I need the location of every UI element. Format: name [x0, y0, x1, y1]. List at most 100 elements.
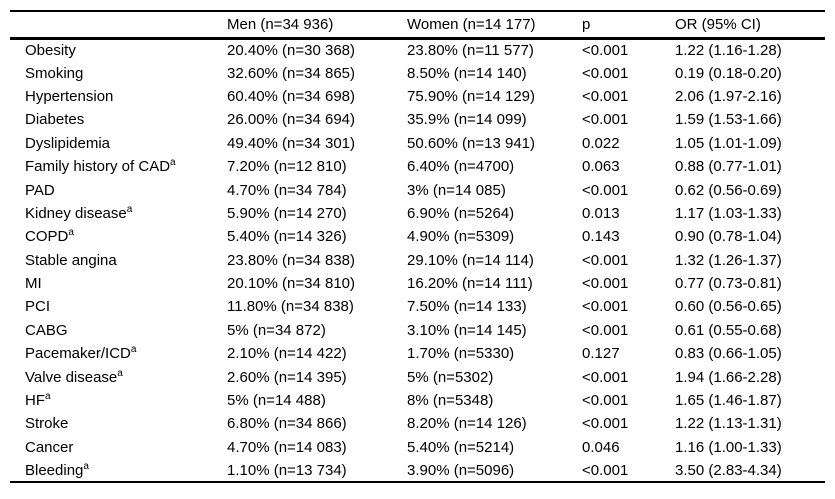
cell-men: 60.40% (n=34 698)	[227, 87, 356, 105]
cell-men: 2.10% (n=14 422)	[227, 345, 347, 363]
table-row: Stable angina 23.80% (n=34 838) 29.10% (n=…	[10, 249, 825, 272]
cell-women: 35.9% (n=14 099)	[407, 111, 527, 129]
cell-or: 1.59 (1.53-1.66)	[675, 111, 782, 129]
cell-p: 0.022	[582, 134, 620, 152]
row-label-text: HF	[25, 392, 45, 410]
footnote-marker: a	[170, 157, 176, 169]
row-label-text: CABG	[25, 321, 68, 339]
table-row: Diabetes 26.00% (n=34 694) 35.9% (n=14 099…	[10, 108, 825, 131]
cell-men: 26.00% (n=34 694)	[227, 111, 356, 129]
cell-or: 1.22 (1.16-1.28)	[675, 41, 782, 59]
cell-or: 0.88 (0.77-1.01)	[675, 158, 782, 176]
row-label-text: Family history of CAD	[25, 158, 171, 176]
cell-men: 7.20% (n=12 810)	[227, 158, 347, 176]
cell-men: 5.40% (n=14 326)	[227, 228, 347, 246]
cell-women: 5.40% (n=5214)	[407, 438, 515, 456]
cell-men: 11.80% (n=34 838)	[227, 298, 354, 316]
row-label-text: COPD	[25, 228, 69, 246]
cell-or: 0.62 (0.56-0.69)	[675, 181, 782, 199]
column-header: Women (n=14 177)	[407, 15, 536, 33]
cell-p: <0.001	[582, 415, 629, 433]
cell-or: 1.32 (1.26-1.37)	[675, 251, 782, 269]
cell-women: 16.20% (n=14 111)	[407, 275, 533, 293]
cell-men: 5% (n=34 872)	[227, 321, 326, 339]
cell-men: 32.60% (n=34 865)	[227, 64, 356, 82]
cell-p: <0.001	[582, 275, 629, 293]
footnote-marker: a	[83, 460, 89, 472]
row-label-text: Kidney disease	[25, 204, 127, 222]
cell-p: <0.001	[582, 321, 629, 339]
cell-row-label: HFa	[10, 389, 227, 412]
cell-row-label: Diabetes	[10, 108, 227, 131]
row-label-text: Valve disease	[25, 368, 118, 386]
footnote-marker: a	[130, 344, 137, 356]
table-row: Smoking 32.60% (n=34 865) 8.50% (n=14 140)…	[10, 61, 825, 84]
cell-women: 5% (n=5302)	[407, 368, 494, 386]
cell-row-label: Kidney diseasea	[10, 202, 227, 225]
cell-women: 4.90% (n=5309)	[407, 228, 515, 246]
cell-row-label: Valve diseasea	[10, 365, 227, 388]
table-row: COPDa 5.40% (n=14 326) 4.90% (n=5309) 0.143…	[10, 225, 825, 248]
table-row: Kidney diseasea 5.90% (n=14 270) 6.90% (n=…	[10, 202, 825, 225]
cell-row-label: Pacemaker/ICDa	[10, 342, 227, 365]
table-row: PAD 4.70% (n=34 784) 3% (n=14 085) <0.001 0.…	[10, 178, 825, 201]
cell-row-label: Hypertension	[10, 85, 227, 108]
cell-men: 4.70% (n=14 083)	[227, 438, 347, 456]
cell-women: 3% (n=14 085)	[407, 181, 506, 199]
cell-p: <0.001	[582, 392, 629, 410]
table-row: Dyslipidemia 49.40% (n=34 301) 50.60% (n=1…	[10, 132, 825, 155]
cell-p: 0.063	[582, 158, 620, 176]
row-label-text: Bleeding	[25, 461, 84, 479]
row-label-text: Diabetes	[25, 111, 85, 129]
cell-men: 1.10% (n=13 734)	[227, 461, 347, 479]
row-label-text: Obesity	[25, 41, 76, 59]
cell-row-label: Obesity	[10, 38, 227, 61]
row-label-text: Stroke	[25, 415, 69, 433]
footnote-marker: a	[126, 203, 133, 215]
characteristics-table-container: Men (n=34 936) Women (n=14 177) p OR (95% C…	[10, 10, 825, 484]
cell-men: 20.40% (n=30 368)	[227, 41, 356, 59]
cell-or: 0.83 (0.66-1.05)	[675, 345, 782, 363]
cell-p: <0.001	[582, 87, 629, 105]
cell-women: 6.90% (n=5264)	[407, 204, 515, 222]
column-header-empty	[10, 11, 227, 38]
footnote-marker: a	[68, 227, 74, 239]
cell-men: 6.80% (n=34 866)	[227, 415, 347, 433]
table-row: Valve diseasea 2.60% (n=14 395) 5% (n=5302…	[10, 365, 825, 388]
row-label-text: MI	[25, 275, 42, 293]
column-header: p	[582, 15, 591, 33]
cell-row-label: Family history of CADa	[10, 155, 227, 178]
table-row: Hypertension 60.40% (n=34 698) 75.90% (n=1…	[10, 85, 825, 108]
cell-row-label: Smoking	[10, 61, 227, 84]
cell-women: 23.80% (n=11 577)	[407, 41, 534, 59]
cell-or: 2.06 (1.97-2.16)	[675, 87, 782, 105]
table-row: PCI 11.80% (n=34 838) 7.50% (n=14 133) <0.0…	[10, 295, 825, 318]
cell-p: <0.001	[582, 111, 629, 129]
cell-women: 7.50% (n=14 133)	[407, 298, 527, 316]
table-row: Bleedinga 1.10% (n=13 734) 3.90% (n=5096) <…	[10, 459, 825, 482]
row-label-text: Dyslipidemia	[25, 134, 111, 152]
cell-men: 5% (n=14 488)	[227, 392, 326, 410]
row-label-text: Hypertension	[25, 87, 114, 105]
table-row: MI 20.10% (n=34 810) 16.20% (n=14 111) <0.0…	[10, 272, 825, 295]
column-header: OR (95% CI)	[675, 15, 761, 33]
column-header: Men (n=34 936)	[227, 15, 334, 33]
table-row: Obesity 20.40% (n=30 368) 23.80% (n=11 577…	[10, 38, 825, 61]
cell-or: 0.77 (0.73-0.81)	[675, 275, 782, 293]
cell-men: 20.10% (n=34 810)	[227, 275, 356, 293]
cell-row-label: MI	[10, 272, 227, 295]
cell-women: 8.20% (n=14 126)	[407, 415, 527, 433]
cell-men: 23.80% (n=34 838)	[227, 251, 356, 269]
table-header: Men (n=34 936) Women (n=14 177) p OR (95% C…	[10, 11, 825, 38]
cell-or: 3.50 (2.83-4.34)	[675, 461, 782, 479]
table-body: Obesity 20.40% (n=30 368) 23.80% (n=11 577…	[10, 38, 825, 482]
cell-row-label: PCI	[10, 295, 227, 318]
cell-row-label: Stable angina	[10, 249, 227, 272]
footnote-marker: a	[117, 367, 123, 379]
cell-row-label: COPDa	[10, 225, 227, 248]
cell-or: 1.17 (1.03-1.33)	[675, 204, 782, 222]
cell-p: <0.001	[582, 41, 629, 59]
cell-women: 50.60% (n=13 941)	[407, 134, 536, 152]
cell-p: 0.046	[582, 438, 620, 456]
cell-women: 29.10% (n=14 114)	[407, 251, 534, 269]
